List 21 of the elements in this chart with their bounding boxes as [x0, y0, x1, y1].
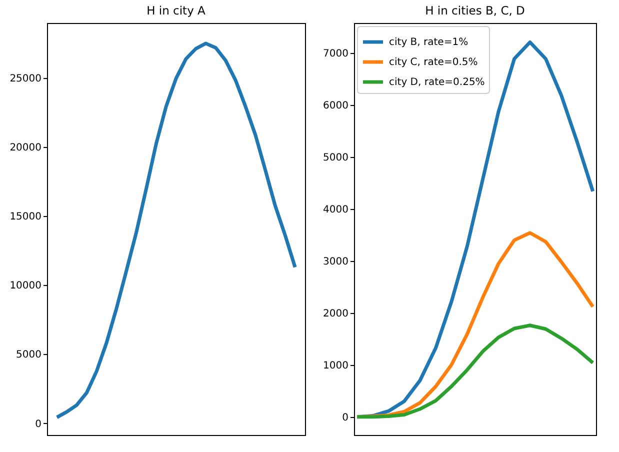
y-tick-label: 2000 — [323, 308, 348, 320]
legend-label: city D, rate=0.25% — [389, 77, 485, 88]
chart-title: H in city A — [146, 4, 206, 18]
y-tick-label: 10000 — [10, 280, 42, 292]
y-tick-label: 3000 — [323, 256, 348, 268]
y-tick-label: 25000 — [10, 73, 42, 84]
y-tick-label: 4000 — [323, 204, 348, 216]
y-tick-label: 15000 — [10, 212, 42, 223]
y-tick-label: 5000 — [16, 350, 42, 361]
y-tick-label: 0 — [35, 418, 42, 430]
legend-label: city B, rate=1% — [389, 37, 468, 48]
legend-label: city C, rate=0.5% — [389, 57, 478, 68]
y-tick-label: 0 — [342, 412, 348, 424]
y-tick-label: 5000 — [323, 152, 348, 164]
y-tick-label: 7000 — [323, 48, 348, 60]
line-series — [55, 42, 297, 420]
y-tick-label: 20000 — [10, 142, 42, 154]
line-series — [355, 324, 595, 419]
chart-title: H in cities B, C, D — [425, 4, 526, 18]
y-tick-label: 6000 — [323, 100, 348, 112]
y-tick-label: 1000 — [323, 360, 348, 372]
